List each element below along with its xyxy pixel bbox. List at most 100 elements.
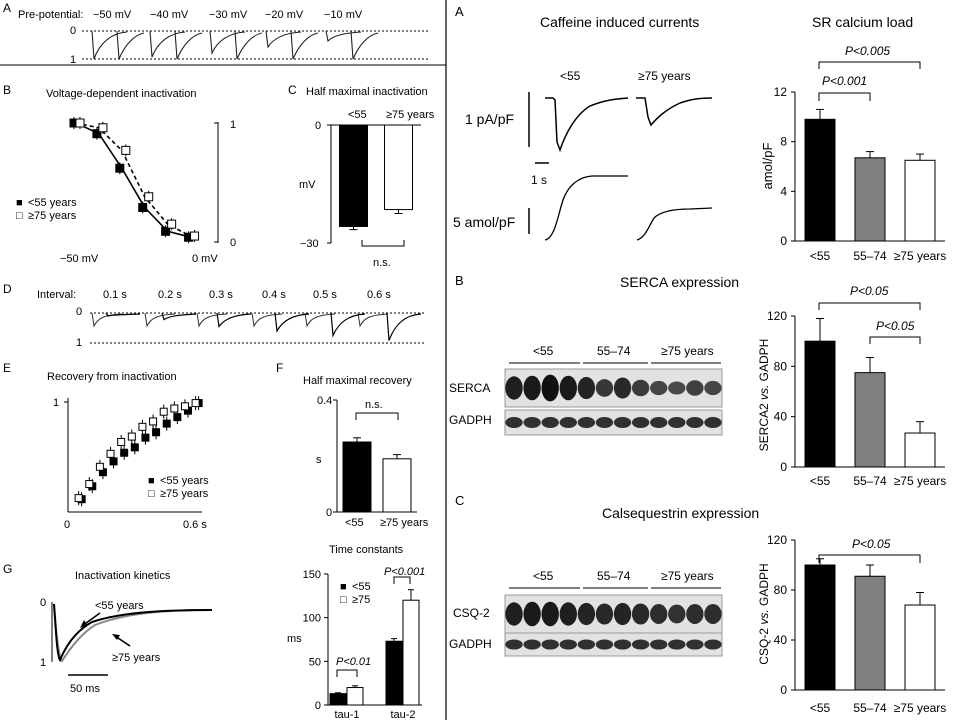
caffeine-trace-young	[545, 97, 629, 153]
legend-label: ≥75 years	[160, 488, 209, 500]
blot-band	[704, 639, 722, 650]
data-point	[170, 404, 179, 413]
voltage-label: −30 mV	[209, 9, 248, 21]
load-trace-young	[544, 175, 628, 241]
y-tick-label: 150	[303, 569, 321, 581]
panel-c-significance: n.s.	[373, 257, 391, 269]
data-point	[138, 202, 148, 212]
legend-label: <55 years	[28, 197, 77, 209]
legend-marker: ■	[16, 197, 23, 209]
panel-a-prefix: Pre-potential:	[18, 9, 83, 21]
blot-band	[686, 604, 704, 624]
panel-f-unit: s	[316, 454, 322, 466]
panel-g-arrowhead-young	[80, 620, 87, 628]
panel-c-unit: mV	[299, 179, 316, 191]
caffeine-col-young: <55	[560, 69, 581, 83]
data-point	[173, 413, 182, 422]
y-tick-label: 4	[780, 184, 787, 198]
bar	[904, 159, 936, 242]
blot-band	[650, 639, 668, 650]
data-point	[141, 433, 150, 442]
trace	[161, 312, 197, 321]
sr-load-ylabel: amol/pF	[760, 142, 775, 189]
serca-ylabel: SERCA2 vs. GADPH	[757, 339, 771, 452]
blot-band	[541, 639, 559, 650]
serca-bracket-2	[869, 336, 921, 344]
csq-band-label: CSQ-2	[453, 606, 490, 620]
right-c-letter: C	[455, 493, 464, 508]
category-label: ≥75 years	[894, 249, 947, 263]
blot-band	[559, 417, 577, 428]
panel-g-ytick-bottom: 1	[40, 657, 46, 669]
blot-band	[505, 602, 523, 626]
data-point	[109, 457, 118, 466]
blot-band	[631, 639, 650, 650]
voltage-label: −40 mV	[150, 9, 189, 21]
y-tick-label: 0	[780, 683, 787, 697]
y-tick-label: 80	[774, 359, 788, 373]
csq-group-label: <55	[533, 569, 554, 583]
panel-f-letter: F	[276, 361, 283, 375]
trace	[174, 30, 203, 60]
data-point	[75, 118, 85, 128]
serca-p2: P<0.05	[876, 319, 915, 333]
panel-f-title: Half maximal recovery	[303, 375, 412, 387]
csq-ylabel-post: GADPH	[757, 563, 771, 609]
blot-band	[577, 417, 596, 428]
panel-f-label-young: <55	[345, 517, 364, 529]
panel-e-letter: E	[3, 361, 11, 375]
csq-group-label: ≥75 years	[661, 569, 714, 583]
panel-g-scalebar-label: 50 ms	[70, 683, 100, 695]
category-label: 55–74	[853, 701, 887, 715]
panel-b-ytick-top: 1	[230, 119, 236, 131]
trace-axis-bottom: 1	[70, 54, 76, 66]
panel-f-plot	[333, 399, 417, 513]
caffeine-col-old: ≥75 years	[638, 69, 691, 83]
category-label: 55–74	[853, 249, 887, 263]
panel-g-label-old: ≥75 years	[112, 652, 161, 664]
scale-current-label: 1 pA/pF	[465, 111, 514, 127]
trace	[209, 30, 246, 56]
y-tick-label: 120	[767, 309, 787, 323]
blot-band	[668, 381, 686, 395]
y-tick-label: 0	[315, 700, 321, 712]
right-b-letter: B	[455, 273, 464, 288]
blot-band	[523, 601, 541, 627]
blot-band	[631, 603, 650, 625]
blot-band	[541, 417, 559, 428]
data-point	[191, 399, 200, 408]
data-point	[144, 192, 154, 202]
data-point	[92, 129, 102, 139]
tau-p1: P<0.01	[336, 656, 371, 668]
blot-frame	[504, 594, 723, 634]
panel-c-tick-bottom: −30	[300, 238, 319, 250]
data-point	[167, 219, 177, 229]
data-point	[95, 462, 104, 471]
blot-band	[559, 375, 577, 401]
panel-g-title: Inactivation kinetics	[75, 570, 171, 582]
tau-title: Time constants	[329, 544, 404, 556]
data-point	[106, 449, 115, 458]
blot-band	[577, 602, 596, 626]
panel-e-plot	[74, 396, 203, 507]
serca-group-label: <55	[533, 344, 554, 358]
blot-band	[686, 639, 704, 650]
data-point	[115, 163, 125, 173]
panel-f-label-old: ≥75 years	[380, 517, 429, 529]
csq-ylabel: CSQ-2 vs. GADPH	[757, 563, 771, 664]
y-tick-label: 0	[780, 460, 787, 474]
legend-label: <55 years	[160, 475, 209, 487]
blot-band	[686, 417, 704, 428]
data-point	[138, 422, 147, 431]
data-point	[98, 123, 108, 133]
trace	[144, 312, 176, 328]
y-tick-label: 12	[774, 85, 788, 99]
panel-c-plot	[327, 124, 421, 244]
data-point	[117, 437, 126, 446]
blot-band	[650, 417, 668, 428]
bar	[339, 124, 368, 227]
blot-band	[595, 603, 614, 625]
blot-band	[668, 417, 686, 428]
sr-p1: P<0.005	[845, 44, 890, 58]
trace	[386, 312, 422, 341]
